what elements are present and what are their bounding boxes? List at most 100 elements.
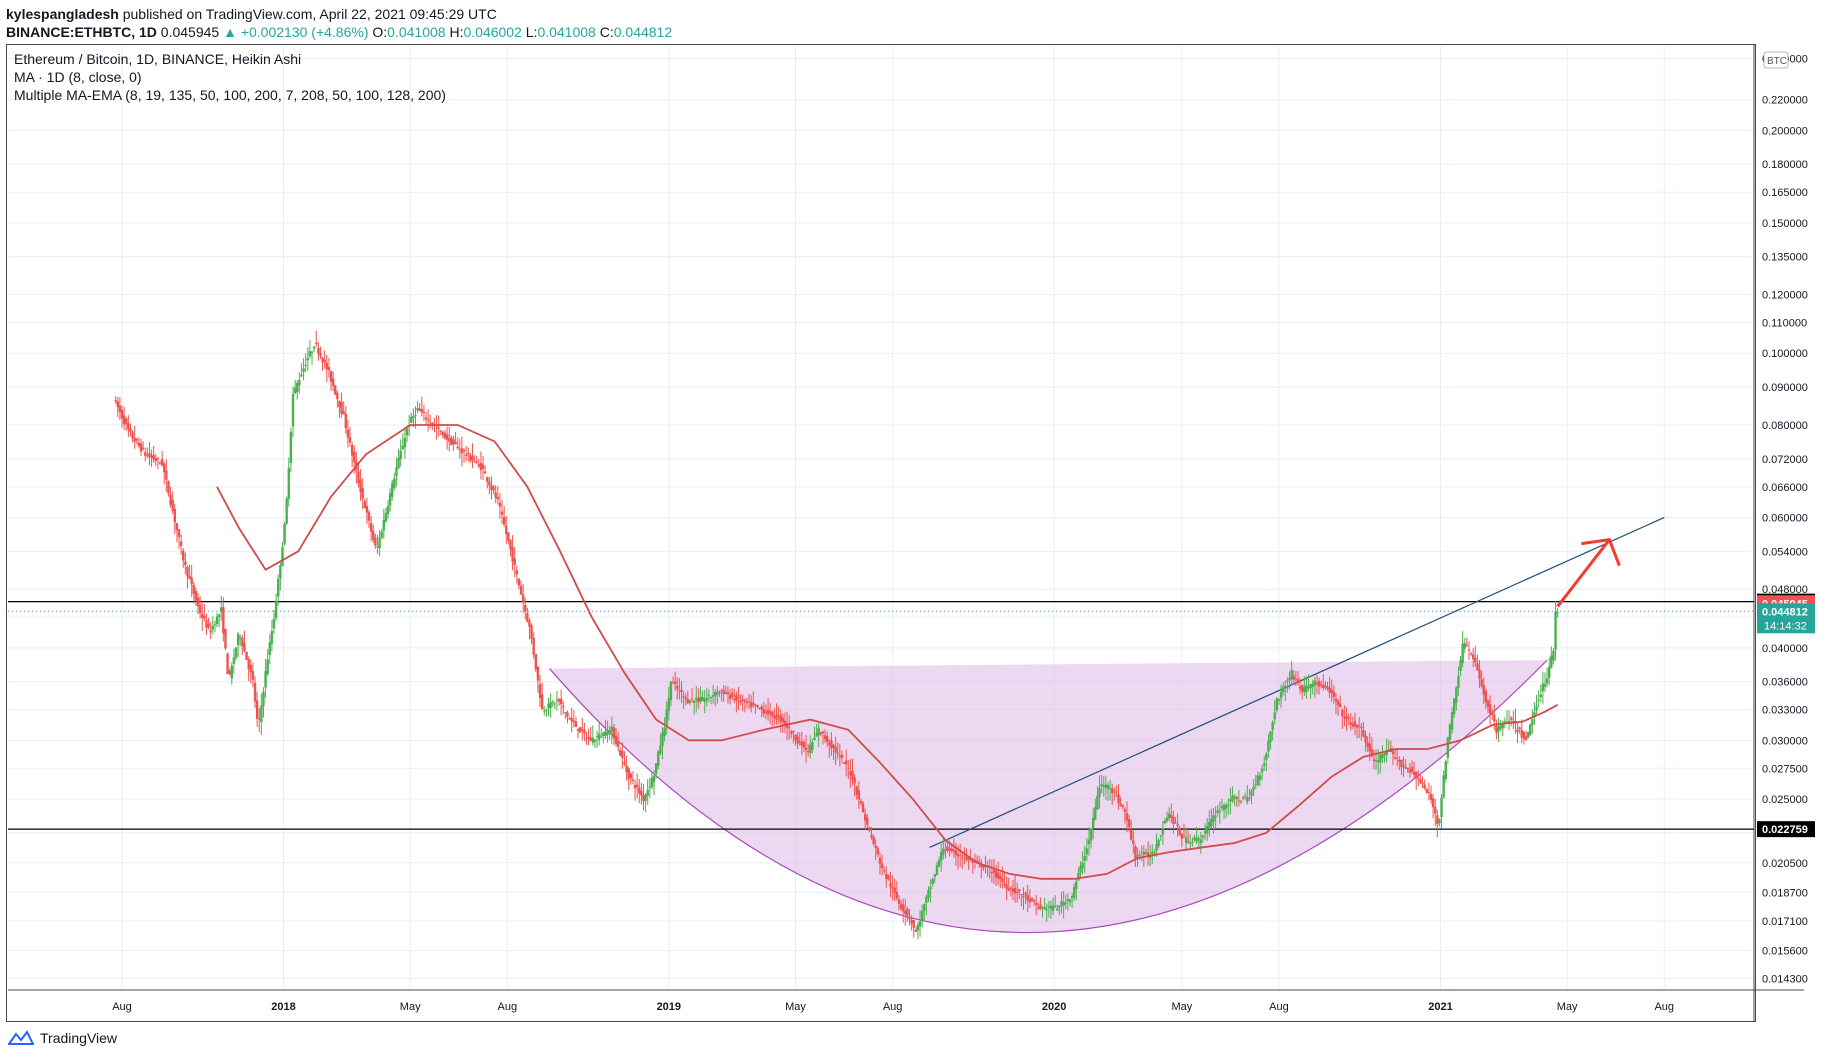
candle-body — [897, 899, 901, 904]
candle-body — [703, 699, 706, 702]
candle-body — [796, 736, 799, 744]
candle-body — [646, 789, 649, 796]
candle-body — [517, 578, 521, 586]
candle-body — [771, 711, 774, 717]
candle-body — [764, 711, 768, 713]
candle-body — [452, 439, 455, 445]
candle-body — [564, 712, 567, 714]
candle-body — [224, 629, 227, 649]
candle-body — [794, 734, 797, 741]
price-tick-label: 0.066000 — [1762, 482, 1808, 494]
candle-body — [1429, 793, 1433, 800]
candle-body — [287, 467, 290, 500]
candle-body — [348, 437, 352, 443]
candle-body — [1410, 767, 1414, 772]
candle-body — [464, 454, 468, 456]
candle-body — [840, 754, 844, 758]
candle-body — [612, 727, 616, 739]
candle-body — [196, 597, 200, 607]
open-label: O: — [372, 24, 388, 40]
candle-body — [490, 485, 493, 490]
candle-body — [135, 438, 138, 441]
candle-body — [1533, 712, 1536, 718]
candle-body — [638, 787, 641, 794]
candle-body — [545, 710, 548, 712]
candle-body — [182, 550, 185, 561]
candle-body — [215, 616, 219, 624]
candle-body — [1191, 841, 1194, 843]
candle-body — [211, 626, 214, 630]
candle-body — [914, 929, 918, 932]
candle-body — [813, 737, 816, 740]
price-tick-label: 0.030000 — [1762, 735, 1808, 747]
candle-body — [148, 452, 151, 457]
candle-body — [583, 729, 586, 734]
candle-body — [1227, 804, 1230, 806]
candle-body — [1060, 901, 1063, 905]
candle-body — [1535, 706, 1538, 711]
candle-body — [1520, 729, 1523, 738]
candle-body — [500, 511, 504, 515]
candle-body — [1448, 724, 1452, 740]
candle-body — [1237, 800, 1241, 802]
candle-body — [372, 530, 375, 540]
candle-body — [1455, 687, 1458, 703]
candle-body — [327, 366, 331, 371]
candle-body — [378, 537, 381, 549]
candle-body — [1315, 682, 1319, 685]
price-tick-label: 0.072000 — [1762, 454, 1808, 466]
candle-body — [619, 750, 622, 756]
candle-body — [1300, 685, 1304, 692]
candle-body — [1469, 653, 1473, 655]
candle-body — [1298, 686, 1302, 689]
candle-body — [1478, 669, 1481, 679]
price-tick-label: 0.220000 — [1762, 95, 1808, 107]
candle-body — [534, 653, 538, 670]
candle-body — [836, 752, 839, 754]
candle-body — [363, 501, 367, 509]
candle-body — [1220, 806, 1224, 809]
candle-body — [937, 860, 941, 867]
candle-body — [635, 784, 639, 787]
candle-body — [559, 698, 563, 705]
candle-body — [310, 351, 314, 353]
time-tick-label: May — [1557, 1001, 1578, 1013]
candle-body — [285, 498, 288, 524]
candle-body — [1058, 905, 1061, 908]
candle-body — [384, 512, 388, 522]
candle-body — [699, 696, 702, 702]
candle-body — [329, 371, 333, 382]
candle-body — [866, 817, 869, 825]
candle-body — [1267, 740, 1270, 752]
candle-body — [177, 529, 181, 537]
candle-body — [1246, 797, 1249, 803]
candle-body — [1503, 721, 1507, 723]
price-tick-label: 0.165000 — [1762, 187, 1808, 199]
tradingview-footer[interactable]: TradingView — [8, 1030, 117, 1046]
candle-body — [650, 777, 654, 788]
candle-body — [344, 413, 347, 429]
candle-body — [1349, 722, 1352, 725]
candle-body — [821, 731, 825, 734]
candle-body — [1039, 904, 1042, 909]
candle-body — [593, 739, 597, 742]
candle-body — [1178, 827, 1181, 835]
candle-body — [830, 740, 833, 749]
candle-body — [980, 863, 983, 867]
candle-body — [1431, 798, 1435, 808]
candle-body — [420, 409, 424, 413]
candle-body — [1018, 889, 1021, 892]
close-value: 0.044812 — [613, 24, 673, 40]
candle-body — [391, 483, 394, 497]
candle-body — [171, 499, 174, 512]
candle-body — [1376, 760, 1380, 763]
candle-body — [1070, 896, 1074, 899]
candle-body — [1391, 751, 1395, 755]
price-tick-label: 0.014300 — [1762, 974, 1808, 986]
candle-body — [1224, 805, 1228, 809]
time-tick-label: 2019 — [657, 1001, 681, 1013]
candle-body — [1056, 908, 1059, 911]
candle-body — [369, 523, 373, 532]
candle-body — [749, 702, 753, 708]
